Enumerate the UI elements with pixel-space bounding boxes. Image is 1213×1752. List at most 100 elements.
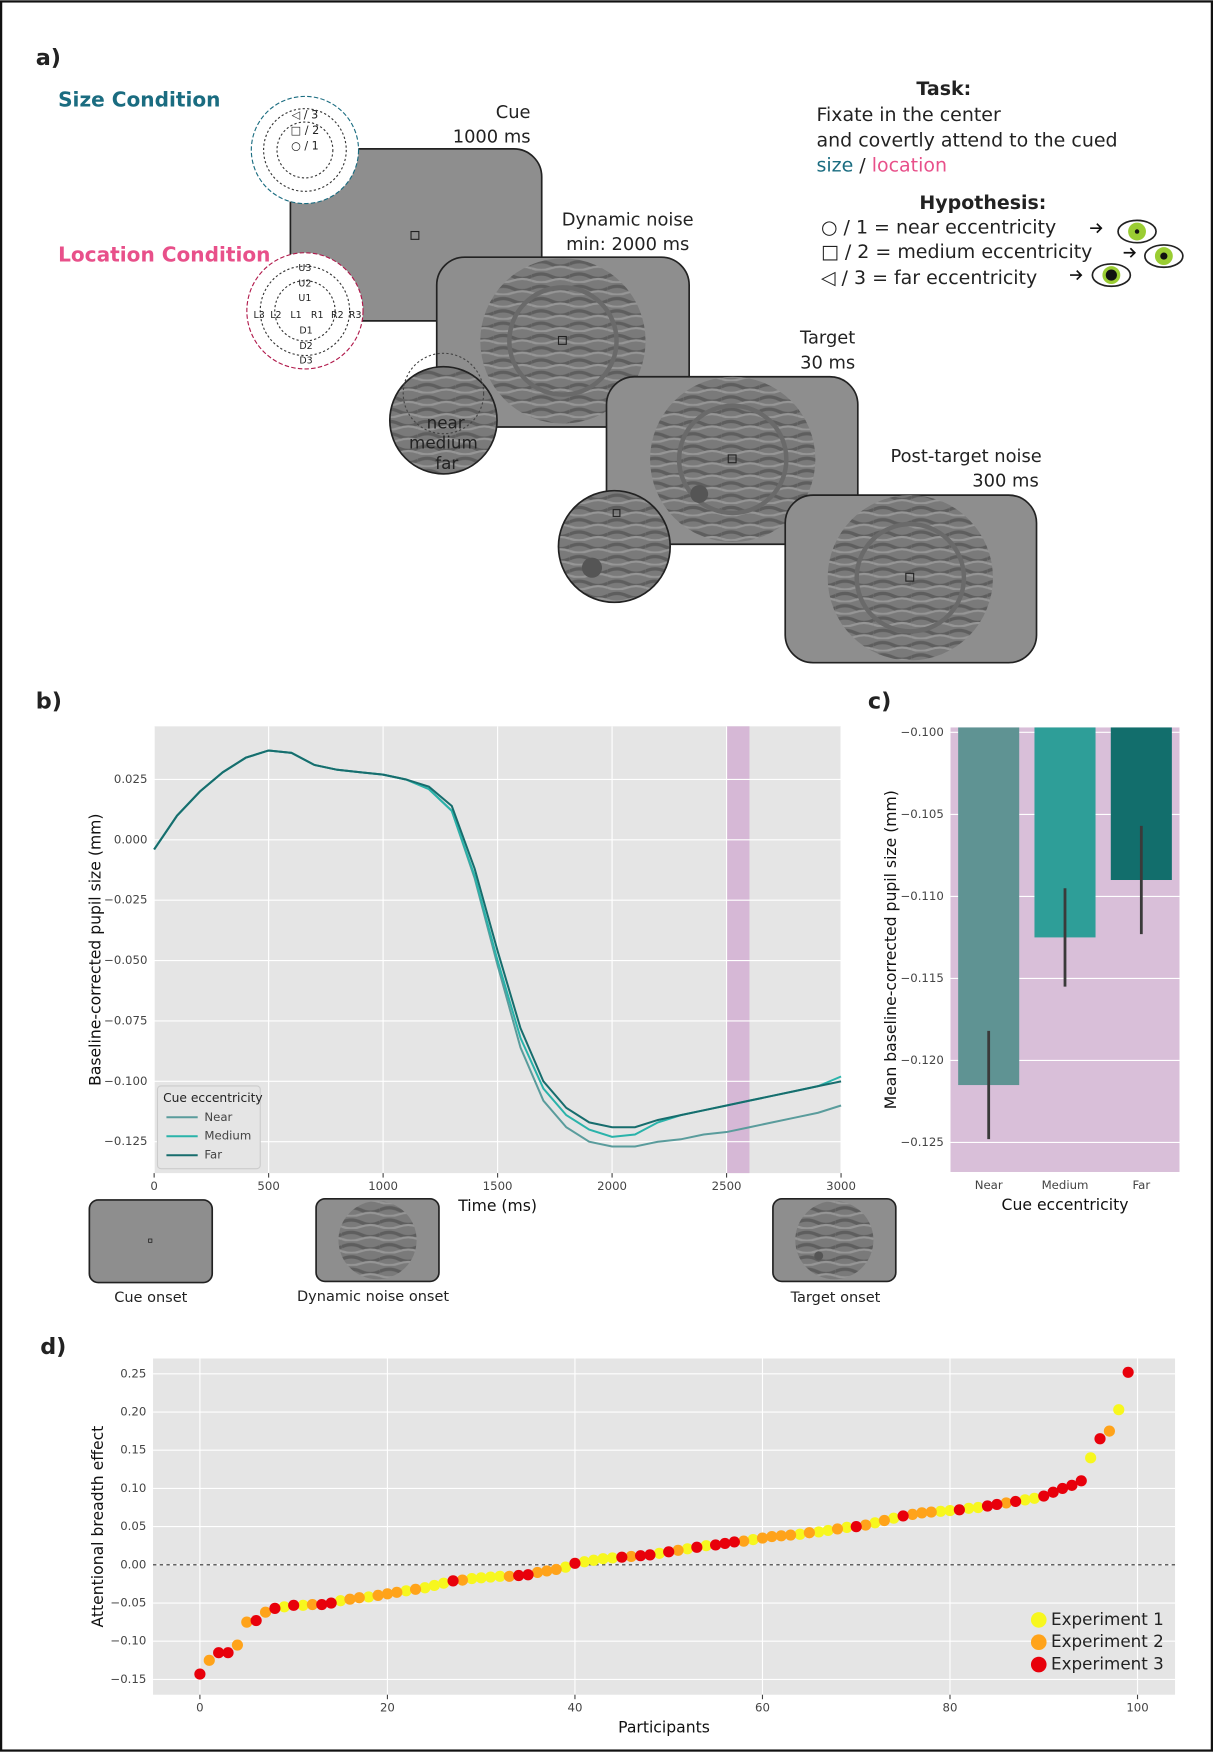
thumbnail-label: Dynamic noise onset [297,1289,449,1305]
x-tick-label: 0 [196,1701,203,1715]
panel-label: b) [36,688,62,714]
eye [1118,220,1156,242]
x-tick-label: 3000 [826,1179,856,1193]
point [372,1590,383,1601]
x-tick-label: 0 [150,1179,157,1193]
zoom-circle [558,491,670,603]
point [316,1599,327,1610]
point [748,1534,759,1545]
legend-swatch [1031,1634,1047,1650]
point [823,1525,834,1536]
point [382,1588,393,1599]
screen-title: Dynamic noise [562,209,694,230]
legend-swatch [1031,1612,1047,1628]
point [579,1556,590,1567]
y-tick-label: −0.075 [104,1013,147,1027]
screen-title: Cue [496,102,531,123]
x-tick-label: 40 [567,1701,582,1715]
x-tick-label: 20 [380,1701,395,1715]
task-title: Task: [916,78,971,100]
screen-title: Post-target noise [891,446,1042,467]
loc-label: U2 [298,279,311,290]
point [1085,1452,1096,1463]
screen-title: Target [799,328,855,349]
y-tick-label: −0.05 [110,1596,146,1610]
eye [1145,245,1183,267]
y-tick-label: 0.00 [120,1557,146,1571]
point [447,1575,458,1586]
screen-duration: 300 ms [972,471,1038,492]
point [729,1536,740,1547]
y-tick-label: 0.05 [120,1519,146,1533]
y-tick-label: −0.115 [900,971,943,985]
point [1104,1426,1115,1437]
ring-label: ○ / 1 [291,140,319,153]
ring-label: ◁ / 3 [292,108,319,121]
y-tick-label: 0.20 [120,1405,146,1419]
loc-label: L3 [253,310,264,321]
point [241,1617,252,1628]
point [719,1538,730,1549]
pupil [1135,229,1139,233]
figure: a) b) c) d) Size Condition Location Cond… [0,0,1213,1752]
y-tick-label: −0.025 [104,893,147,907]
point [982,1500,993,1511]
panel-label: c) [868,688,891,714]
point [532,1567,543,1578]
y-axis-title: Baseline-corrected pupil size (mm) [86,814,105,1086]
loc-label: R2 [331,310,344,321]
x-tick-label: Near [975,1178,1003,1192]
point [991,1499,1002,1510]
hypothesis-title: Hypothesis: [919,192,1046,214]
point [1010,1496,1021,1507]
x-tick-label: Medium [1042,1178,1089,1192]
point [832,1523,843,1534]
ecc-word: medium [409,433,478,453]
point [973,1502,984,1513]
point [344,1594,355,1605]
point [1113,1404,1124,1415]
ecc-word: near [427,413,465,433]
loc-label: U3 [298,263,311,274]
point [673,1545,684,1556]
point [888,1513,899,1524]
y-tick-label: −0.15 [110,1672,146,1686]
highlight-band [727,726,750,1173]
y-tick-label: −0.120 [900,1053,943,1067]
x-tick-label: 1000 [368,1179,398,1193]
legend-label: Near [204,1110,232,1124]
point [879,1515,890,1526]
point [279,1601,290,1612]
point [419,1582,430,1593]
y-tick-label: −0.100 [104,1074,147,1088]
y-axis-title: Attentional breadth effect [88,1426,107,1628]
point [326,1597,337,1608]
point [429,1580,440,1591]
point [785,1529,796,1540]
point [860,1520,871,1531]
loc-label: D1 [299,325,312,336]
legend-label: Experiment 3 [1051,1654,1164,1674]
point [204,1655,215,1666]
point [251,1615,262,1626]
point [710,1539,721,1550]
point [354,1592,365,1603]
thumbnail-label: Cue onset [114,1290,187,1306]
task-line: size / location [816,154,947,176]
point [288,1600,299,1611]
body: a) b) c) d) Size Condition Location Cond… [0,0,1213,1752]
y-tick-label: 0.25 [120,1366,146,1380]
point [1123,1367,1134,1378]
panel-label: a) [36,45,61,71]
thumbnail [89,1200,212,1283]
task-line: and covertly attend to the cued [816,130,1117,152]
page: Figure {"figure": { "panels": ["a)", "b)… [0,0,1213,1752]
task-location: location [872,154,947,176]
point [1001,1497,1012,1508]
x-tick-label: 80 [943,1701,958,1715]
point [654,1548,665,1559]
y-tick-label: −0.110 [900,889,943,903]
x-axis-title: Participants [618,1718,710,1737]
screen-duration: min: 2000 ms [566,234,689,255]
point [907,1509,918,1520]
